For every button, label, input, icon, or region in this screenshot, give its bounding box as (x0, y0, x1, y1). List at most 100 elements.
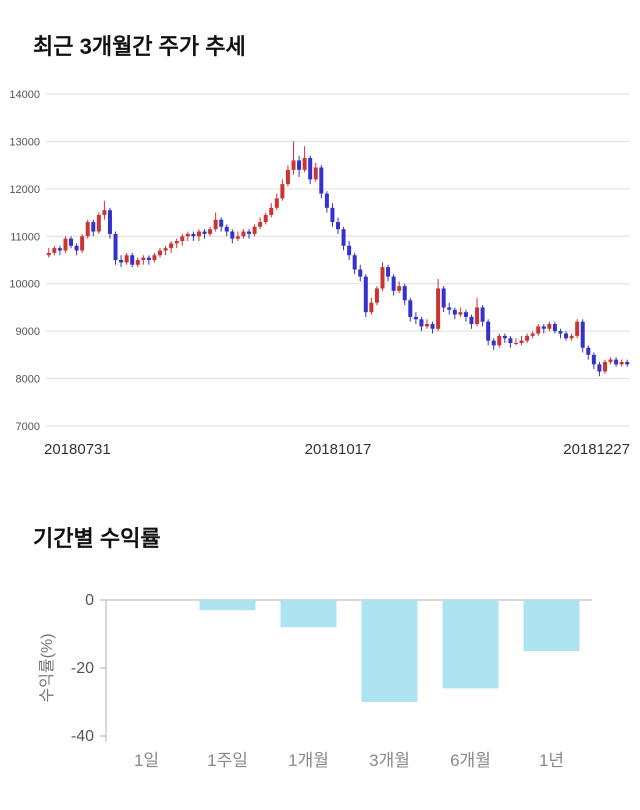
candle-body (124, 255, 129, 263)
candlestick-chart: 7000 8000 9000 10000 11000 12000 13000 14000 201… (9, 89, 630, 458)
axes (100, 599, 592, 742)
candle-body (536, 326, 541, 334)
candle-body (463, 312, 468, 317)
svg-text:0: 0 (85, 592, 94, 609)
candle-body (413, 316, 418, 320)
candle-body (419, 319, 424, 327)
y-axis-title: 수익률(%) (38, 633, 56, 702)
svg-text:8000: 8000 (16, 374, 40, 386)
returns-bar-chart: 0 -20 -40 1일 1주일 1개월 3개월 6개월 1년 수익률(%) (38, 592, 592, 770)
candle-body (107, 210, 112, 234)
candle-body (408, 300, 413, 317)
candle-body (219, 219, 224, 227)
candle-body (274, 198, 279, 208)
svg-text:9000: 9000 (16, 326, 40, 338)
x-axis-labels: 20180731 20181017 20181227 (44, 441, 630, 458)
candle-body (269, 207, 274, 215)
candle-body (152, 255, 157, 260)
price-chart-title: 최근 3개월간 주가 추세 (33, 34, 246, 59)
y-axis-labels: 0 -20 -40 (71, 592, 94, 745)
candle-body (547, 324, 552, 329)
candle-body (174, 241, 179, 244)
candle-body (564, 333, 569, 339)
candle-body (330, 207, 335, 223)
candle-body (80, 236, 85, 251)
svg-text:14000: 14000 (9, 89, 40, 101)
candle-body (508, 338, 513, 343)
candle-body (119, 260, 124, 263)
candle-body (541, 326, 546, 329)
candle-body (91, 222, 96, 232)
candle-body (57, 248, 62, 251)
candle-body (297, 160, 302, 170)
candle-body (46, 252, 51, 256)
candle-body (202, 231, 207, 234)
candle-body (169, 243, 174, 249)
candle-body (146, 257, 151, 260)
candle-body (280, 184, 285, 199)
candle-body (69, 238, 74, 246)
candle-body (369, 302, 374, 313)
candle-body (469, 316, 474, 325)
candle-body (135, 260, 140, 265)
candle-body (196, 231, 201, 237)
svg-text:11000: 11000 (10, 231, 40, 243)
candle-body (241, 231, 246, 237)
candle-body (230, 231, 235, 239)
candle-body (213, 219, 218, 230)
candle-body (497, 335, 502, 346)
candle-body (96, 214, 101, 232)
svg-text:10000: 10000 (9, 279, 40, 291)
candle-body (525, 335, 530, 341)
candle-body (52, 248, 57, 253)
candle-body (63, 238, 68, 251)
bars (199, 600, 580, 702)
candle-body (347, 245, 352, 256)
bar (523, 600, 580, 651)
candle-body (441, 288, 446, 308)
svg-text:6개월: 6개월 (450, 751, 491, 770)
candle-body (85, 222, 90, 237)
candle-body (391, 276, 396, 291)
candle-body (247, 231, 252, 234)
candle-body (430, 324, 435, 329)
candle-body (341, 229, 346, 246)
x-axis-labels: 1일 1주일 1개월 3개월 6개월 1년 (134, 751, 564, 770)
candle-body (502, 335, 507, 339)
candle-body (263, 214, 268, 223)
candle-body (336, 222, 340, 230)
candle-body (447, 307, 452, 310)
candle-body (591, 354, 596, 365)
candle-body (380, 267, 385, 289)
candle-body (480, 307, 485, 322)
candle-body (458, 312, 463, 315)
candle-body (386, 267, 391, 277)
y-axis-labels: 7000 8000 9000 10000 11000 12000 13000 14000 (9, 89, 40, 433)
svg-text:-40: -40 (71, 728, 94, 745)
candle-body (614, 359, 619, 365)
candle-body (74, 245, 79, 251)
candle-body (258, 222, 263, 227)
candle-body (519, 340, 524, 343)
candle-body (402, 286, 407, 301)
candle-body (352, 255, 357, 270)
candle-body (102, 210, 107, 215)
candle-body (163, 248, 168, 251)
candle-body (319, 167, 324, 194)
svg-text:1개월: 1개월 (288, 751, 329, 770)
candle-body (235, 236, 240, 239)
candle-body (180, 236, 185, 242)
svg-text:12000: 12000 (9, 184, 40, 196)
candle-body (513, 343, 518, 344)
candle-body (424, 324, 429, 327)
candle-body (130, 255, 135, 265)
returns-chart-title: 기간별 수익률 (33, 526, 161, 551)
candle-body (619, 361, 624, 365)
candle-body (397, 286, 402, 291)
candle-body (313, 167, 318, 180)
candle-body (185, 233, 190, 237)
svg-text:20181017: 20181017 (305, 441, 372, 458)
candle-body (575, 321, 580, 336)
svg-text:13000: 13000 (9, 136, 40, 148)
svg-text:1일: 1일 (134, 751, 159, 770)
